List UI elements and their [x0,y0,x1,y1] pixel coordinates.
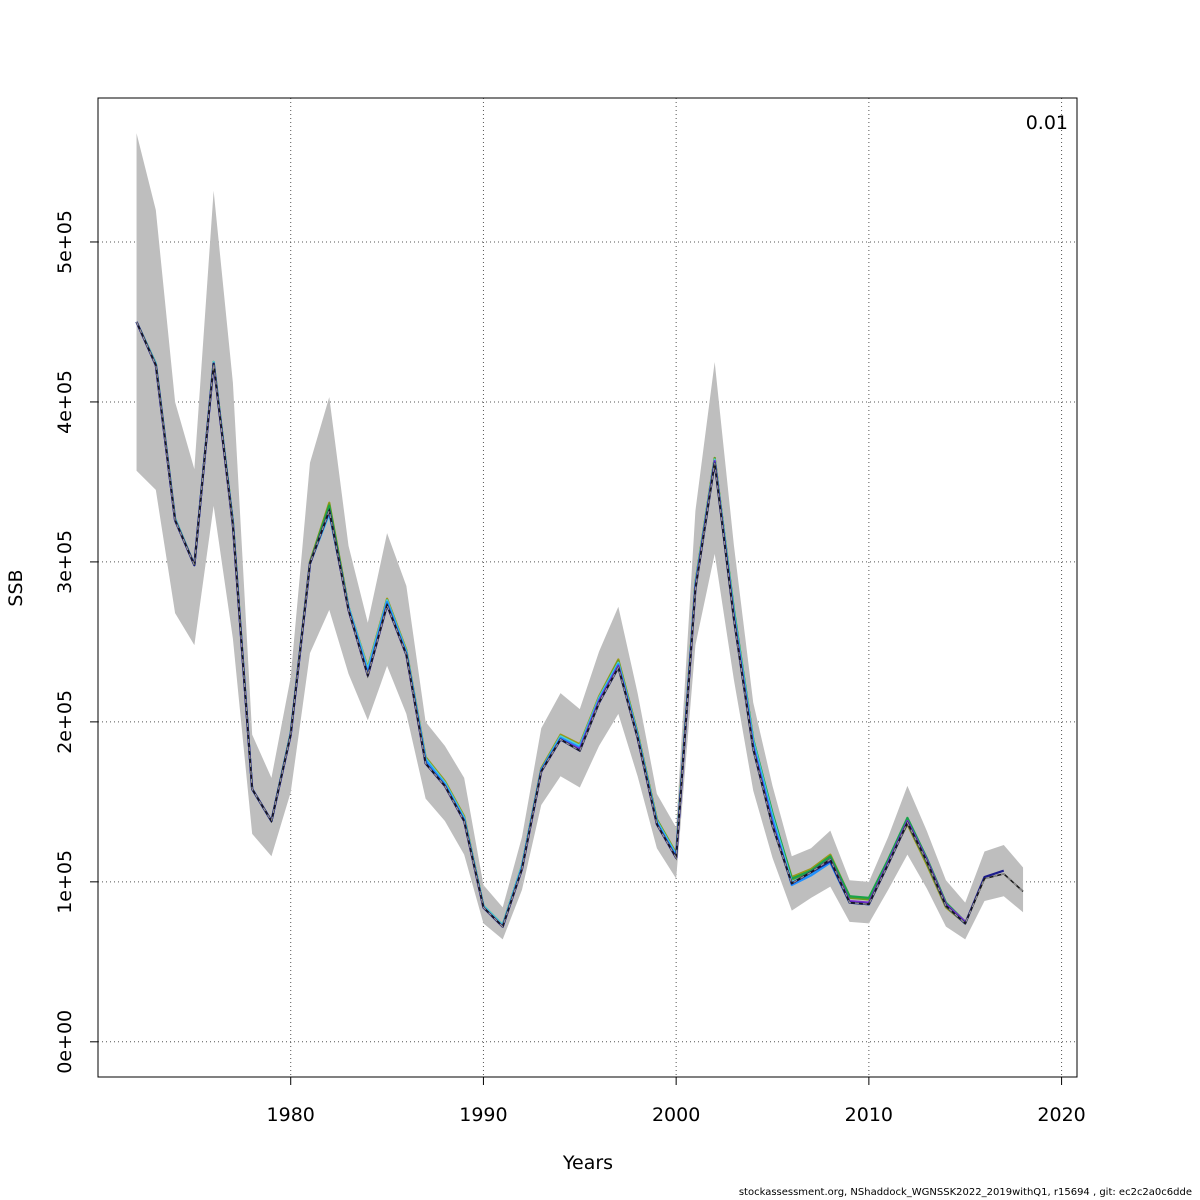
y-tick-label: 0e+00 [54,1010,76,1074]
x-tick-label: 2000 [652,1104,700,1126]
y-tick-label: 4e+05 [54,370,76,434]
plot-frame [97,97,1078,1078]
y-tick-label: 3e+05 [54,530,76,594]
y-tick-label: 1e+05 [54,850,76,914]
series-line-reference [135,321,1024,928]
y-tick-label: 2e+05 [54,690,76,754]
x-tick-label: 2020 [1037,1104,1085,1126]
x-axis: 1980 1990 2000 2010 2020 [267,1077,1086,1126]
corner-label: 0.01 [1026,112,1068,134]
x-tick-label: 1990 [459,1104,507,1126]
x-tick-label: 2010 [845,1104,893,1126]
footer-credit: stockassessment.org, NShaddock_WGNSSK202… [738,1187,1192,1198]
gridlines [98,98,1077,1077]
y-axis: 0e+00 1e+05 2e+05 3e+05 4e+05 5e+05 [54,210,98,1074]
y-axis-title: SSB [5,569,27,606]
x-axis-title: Years [562,1152,613,1174]
y-tick-label: 5e+05 [54,210,76,274]
confidence-band-layer [136,133,1024,940]
x-tick-label: 1980 [267,1104,315,1126]
series-layer [135,321,1024,929]
confidence-band [136,133,1024,940]
